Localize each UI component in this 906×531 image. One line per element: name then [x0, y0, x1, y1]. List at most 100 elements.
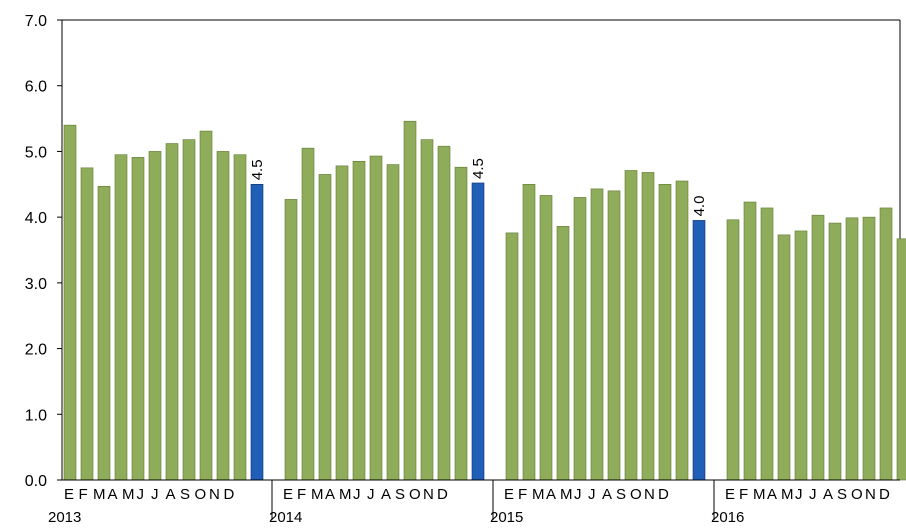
- month-label: M: [532, 486, 545, 503]
- bar: [301, 147, 315, 481]
- bar: [199, 130, 213, 481]
- month-label: J: [809, 486, 817, 503]
- bar: [335, 165, 349, 481]
- month-label: D: [658, 486, 669, 503]
- bar: [114, 154, 128, 481]
- y-tick-label: 7.0: [25, 13, 47, 30]
- data-label: 4.0: [691, 196, 708, 217]
- month-label: O: [630, 486, 642, 503]
- month-label: N: [865, 486, 876, 503]
- y-axis: 0.0 1.0 2.0 3.0 4.0 5.0 6.0 7.0: [25, 13, 901, 490]
- bar: [828, 222, 842, 481]
- bar: [641, 172, 655, 481]
- bar: [845, 217, 859, 481]
- month-label: A: [823, 486, 833, 503]
- month-label: M: [753, 486, 766, 503]
- bar: [437, 145, 451, 481]
- bar: [165, 143, 179, 481]
- bar-december: [471, 182, 485, 481]
- month-label: S: [180, 486, 190, 503]
- month-label: F: [518, 486, 527, 503]
- month-label: O: [851, 486, 863, 503]
- month-label: A: [546, 486, 556, 503]
- y-tick-label: 4.0: [25, 210, 47, 227]
- month-label: E: [283, 486, 293, 503]
- year-label: 2013: [48, 509, 81, 526]
- y-tick-label: 3.0: [25, 276, 47, 293]
- bar: [658, 183, 672, 481]
- bar: [505, 232, 519, 481]
- month-label: M: [339, 486, 352, 503]
- month-label: J: [588, 486, 596, 503]
- y-tick-label: 6.0: [25, 79, 47, 96]
- month-label: D: [879, 486, 890, 503]
- y-tick-label: 1.0: [25, 407, 47, 424]
- bar: [352, 160, 366, 481]
- y-tick-label: 0.0: [25, 473, 47, 490]
- month-label: M: [560, 486, 573, 503]
- month-label: F: [739, 486, 748, 503]
- month-label: M: [311, 486, 324, 503]
- bar: [811, 214, 825, 481]
- month-label: J: [353, 486, 361, 503]
- month-label: A: [166, 486, 176, 503]
- month-label: A: [602, 486, 612, 503]
- month-label: E: [504, 486, 514, 503]
- bar: [80, 167, 94, 481]
- bar-december: [250, 183, 264, 481]
- month-label: M: [122, 486, 135, 503]
- month-label: D: [224, 486, 235, 503]
- bar: [607, 190, 621, 481]
- month-label: E: [64, 486, 74, 503]
- year-label: 2014: [269, 509, 302, 526]
- bar: [63, 124, 77, 481]
- month-label: M: [93, 486, 106, 503]
- month-label: J: [795, 486, 803, 503]
- y-tick-label: 5.0: [25, 144, 47, 161]
- bar: [522, 183, 536, 481]
- bar: [216, 151, 230, 481]
- month-label: F: [79, 486, 88, 503]
- month-label: E: [725, 486, 735, 503]
- bar: [233, 154, 247, 481]
- month-label: A: [381, 486, 391, 503]
- bar: [862, 216, 876, 481]
- month-label: J: [574, 486, 582, 503]
- bar: [743, 201, 757, 481]
- y-tick-label: 2.0: [25, 342, 47, 359]
- month-label: S: [837, 486, 847, 503]
- bar: [777, 234, 791, 481]
- year-label: 2016: [711, 509, 744, 526]
- bar: [148, 151, 162, 481]
- bar: [369, 155, 383, 481]
- bar: [403, 120, 417, 481]
- bar: [675, 180, 689, 481]
- month-label: A: [108, 486, 118, 503]
- bar-december: [692, 220, 706, 481]
- month-label: M: [781, 486, 794, 503]
- bar: [318, 174, 332, 481]
- bar: [590, 188, 604, 481]
- bar: [573, 197, 587, 481]
- month-label: O: [195, 486, 207, 503]
- month-label: S: [395, 486, 405, 503]
- month-label: A: [325, 486, 335, 503]
- month-label: S: [616, 486, 626, 503]
- bar: [454, 166, 468, 481]
- data-labels: 4.54.54.03.53.4: [249, 158, 708, 217]
- bar: [420, 139, 434, 481]
- data-label: 4.5: [470, 158, 487, 179]
- month-label: F: [297, 486, 306, 503]
- bar: [97, 185, 111, 481]
- bar: [794, 230, 808, 481]
- month-label: J: [151, 486, 159, 503]
- bar: [284, 199, 298, 481]
- bar: [556, 226, 570, 481]
- bar: [182, 139, 196, 481]
- bar: [624, 170, 638, 481]
- bar: [726, 219, 740, 481]
- bar: [539, 195, 553, 481]
- bar: [386, 164, 400, 481]
